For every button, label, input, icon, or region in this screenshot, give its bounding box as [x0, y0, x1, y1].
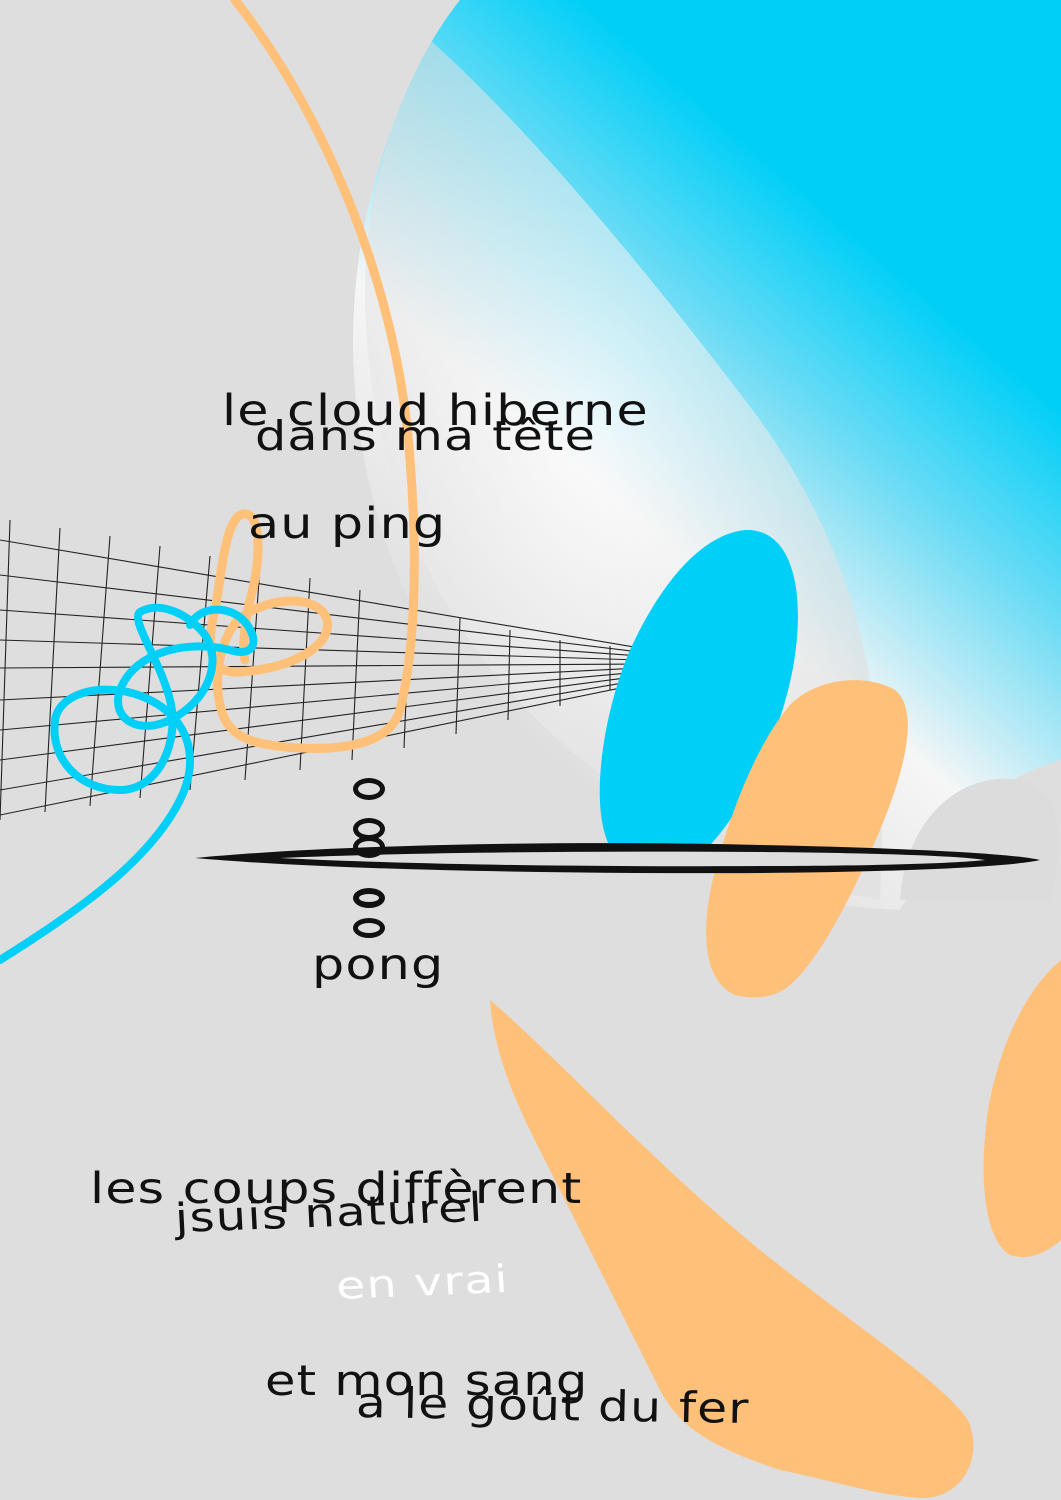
orange-sweep-bottom	[490, 1000, 974, 1499]
poem-line-gout: a le goût du fer	[355, 1378, 750, 1433]
poem-line-cloud: le cloud hiberne	[222, 386, 649, 436]
poem-line-pong: pong	[312, 940, 445, 990]
o-mark-5	[353, 918, 385, 938]
poem-line-coups: les coups diffèrent	[90, 1164, 583, 1214]
orange-arc-line	[205, 0, 419, 753]
poem-line-ping: au ping	[248, 499, 447, 549]
o-mark-3	[353, 836, 385, 858]
cyan-scribble	[0, 603, 258, 964]
grey-bump-shape	[900, 778, 1059, 900]
orange-blob-edge	[983, 960, 1061, 1258]
orange-blob-right	[706, 680, 908, 998]
poem-line-sang: et mon sang	[265, 1356, 589, 1405]
o-mark-4	[353, 888, 385, 908]
poem-line-en-vrai: en vrai	[334, 1256, 511, 1308]
o-mark-1	[353, 778, 385, 800]
disc-highlight	[280, 851, 985, 867]
poem-line-dans: dans ma tête	[255, 412, 597, 460]
